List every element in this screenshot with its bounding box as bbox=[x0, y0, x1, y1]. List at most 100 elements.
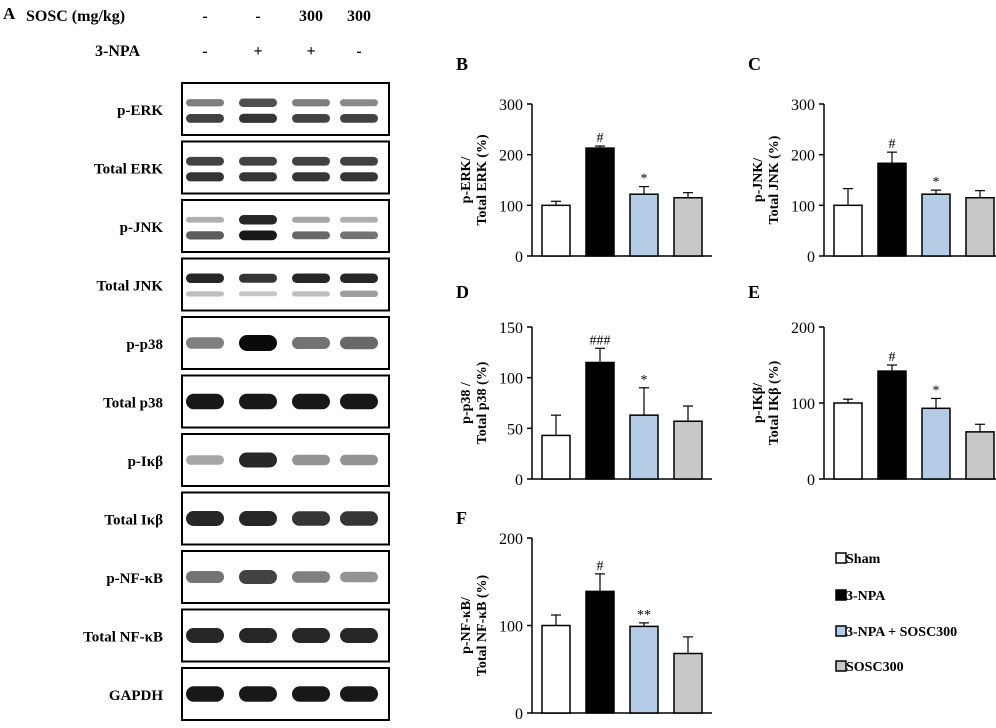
y-axis-title-line2: Total ERK (%) bbox=[475, 134, 490, 226]
y-axis-title-line2: Total IKβ (%) bbox=[767, 360, 782, 445]
panel-letter: E bbox=[748, 282, 760, 302]
y-tick-label: 0 bbox=[807, 249, 815, 266]
blot-band bbox=[186, 113, 224, 123]
blot-band bbox=[186, 99, 224, 107]
y-axis-title: p-p38 /Total p38 (%) bbox=[459, 361, 490, 444]
blot-band bbox=[239, 98, 277, 108]
blot-band bbox=[186, 686, 224, 702]
blot-frame bbox=[181, 257, 390, 312]
western-blots: p-ERK Total ERK p-JNK Total JNK p-p38 Total p… bbox=[83, 82, 390, 721]
chart-e: Ep-IKβ/Total IKβ (%) 0 100 200 # * bbox=[748, 282, 996, 489]
blot-band bbox=[186, 455, 224, 465]
blot-band bbox=[186, 571, 224, 583]
blot-label: Total NF-κB bbox=[83, 630, 163, 646]
blot-3: Total JNK bbox=[96, 257, 390, 312]
blot-band bbox=[186, 156, 224, 166]
bar bbox=[921, 193, 951, 257]
blot-8: p-NF-κB bbox=[106, 550, 390, 604]
y-axis-title: p-NF-κB/Total NF-κB (%) bbox=[459, 574, 490, 676]
treatment-value: + bbox=[253, 43, 262, 60]
blot-band bbox=[340, 336, 378, 350]
y-tick-label: 200 bbox=[791, 148, 815, 165]
y-tick-label: 100 bbox=[791, 396, 815, 413]
y-tick-label: 100 bbox=[499, 198, 523, 215]
significance-label: ### bbox=[590, 333, 611, 348]
y-axis-title-line1: p-p38 / bbox=[459, 381, 474, 424]
bar bbox=[673, 420, 703, 480]
blot-band bbox=[292, 393, 330, 410]
bar bbox=[585, 361, 615, 480]
blot-band bbox=[340, 273, 378, 283]
y-tick-label: 0 bbox=[515, 706, 523, 723]
blot-2: p-JNK bbox=[120, 199, 390, 253]
blot-band bbox=[239, 628, 277, 643]
legend: Sham 3-NPA 3-NPA + SOSC300 SOSC300 bbox=[835, 552, 957, 675]
panel-letter: C bbox=[748, 54, 761, 74]
blot-band bbox=[239, 113, 277, 123]
significance-label: * bbox=[641, 172, 648, 187]
y-tick-label: 150 bbox=[499, 320, 523, 337]
bar bbox=[541, 434, 571, 480]
treatment-value: 300 bbox=[347, 8, 371, 25]
blot-band bbox=[340, 113, 378, 123]
blot-band bbox=[292, 686, 330, 702]
blot-9: Total NF-κB bbox=[83, 608, 390, 663]
bar bbox=[629, 414, 659, 480]
treatment-value: - bbox=[255, 8, 260, 25]
blot-band bbox=[186, 337, 224, 349]
y-tick-label: 100 bbox=[499, 619, 523, 636]
y-tick-label: 0 bbox=[807, 472, 815, 489]
blot-band bbox=[292, 337, 330, 349]
blot-label: Total ERK bbox=[94, 162, 163, 178]
panel-letter: B bbox=[456, 54, 468, 74]
y-axis-title-line1: p-JNK/ bbox=[751, 157, 766, 202]
panel-letter: D bbox=[456, 282, 469, 302]
blot-label: Total JNK bbox=[96, 279, 163, 295]
blot-band bbox=[239, 273, 277, 283]
blot-band bbox=[340, 172, 378, 182]
blot-7: Total Iκβ bbox=[104, 491, 390, 546]
treatment-label-sosc: SOSC (mg/kg) bbox=[26, 8, 125, 25]
blot-band bbox=[186, 628, 224, 643]
blot-label: p-p38 bbox=[126, 337, 163, 353]
blot-frame bbox=[181, 82, 390, 136]
chart-c: Cp-JNK/Total JNK (%) 0 100 200 300 # * bbox=[748, 54, 996, 266]
legend-swatch-sosc300 bbox=[835, 660, 847, 672]
blot-band bbox=[340, 290, 378, 298]
bar bbox=[921, 407, 951, 480]
blot-band bbox=[239, 335, 277, 351]
blot-band bbox=[186, 231, 224, 240]
blot-0: p-ERK bbox=[117, 82, 390, 136]
y-axis-title-line2: Total NF-κB (%) bbox=[475, 574, 490, 676]
blot-band bbox=[292, 156, 330, 166]
blot-6: p-Iκβ bbox=[128, 433, 390, 487]
significance-label: # bbox=[889, 350, 896, 365]
bar bbox=[629, 193, 659, 257]
blot-band bbox=[340, 628, 378, 643]
blot-frame bbox=[181, 199, 390, 253]
legend-label-sham: Sham bbox=[846, 552, 881, 567]
blot-band bbox=[340, 571, 378, 583]
blot-label: p-ERK bbox=[117, 103, 163, 119]
blot-5: Total p38 bbox=[103, 374, 390, 429]
treatment-value: + bbox=[306, 43, 315, 60]
y-axis-title-line2: Total p38 (%) bbox=[475, 361, 490, 444]
blot-band bbox=[186, 291, 224, 297]
blot-label: p-NF-κB bbox=[106, 571, 163, 587]
significance-label: ** bbox=[637, 608, 651, 623]
blot-4: p-p38 bbox=[126, 316, 390, 370]
y-axis-title-line2: Total JNK (%) bbox=[767, 135, 782, 224]
blot-band bbox=[186, 273, 224, 283]
significance-label: * bbox=[933, 383, 940, 398]
chart-b: Bp-ERK/Total ERK (%) 0 100 200 300 # * bbox=[456, 54, 712, 266]
blot-band bbox=[186, 216, 224, 223]
blot-band bbox=[340, 156, 378, 166]
blot-band bbox=[292, 216, 330, 223]
chart-f: Fp-NF-κB/Total NF-κB (%) 0 100 200 # ** bbox=[456, 508, 712, 723]
blot-10: GAPDH bbox=[109, 667, 390, 721]
blot-band bbox=[186, 393, 224, 410]
blot-1: Total ERK bbox=[94, 140, 390, 195]
blot-band bbox=[340, 231, 378, 240]
